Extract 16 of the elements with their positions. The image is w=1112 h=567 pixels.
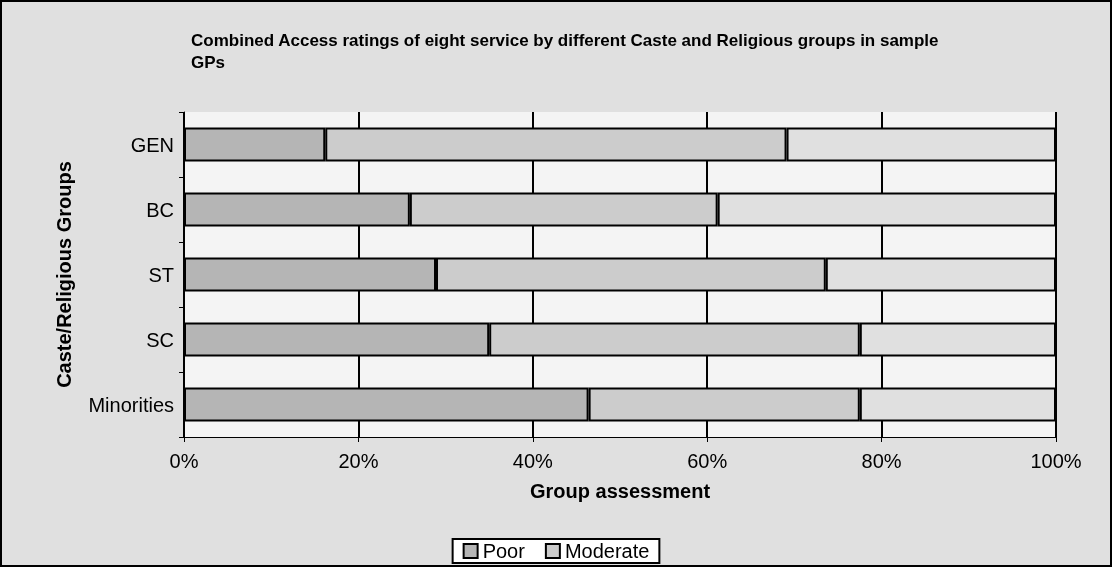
y-axis-title: Caste/Religious Groups: [53, 161, 75, 388]
y-tick-label: BC: [146, 198, 174, 221]
y-tick-label: GEN: [130, 133, 174, 156]
chart-title: Combined Access ratings of eight service by different Caste and Religious groups in sample GPs: [191, 30, 944, 72]
x-tick-label: 20%: [338, 450, 379, 472]
legend-label: Poor: [482, 540, 526, 562]
y-tick-label: Minorities: [88, 393, 174, 416]
y-tick-label: SC: [146, 328, 174, 351]
x-tick-label: 40%: [512, 450, 554, 472]
x-tick-label: 80%: [861, 450, 902, 472]
x-tick-label: 100%: [1030, 450, 1082, 472]
y-tick-label: ST: [148, 263, 174, 286]
x-tick-label: 0%: [169, 450, 199, 472]
legend-label: Moderate: [564, 540, 650, 562]
x-axis-title: Group assessment: [529, 480, 711, 502]
x-tick-label: 60%: [687, 450, 728, 472]
